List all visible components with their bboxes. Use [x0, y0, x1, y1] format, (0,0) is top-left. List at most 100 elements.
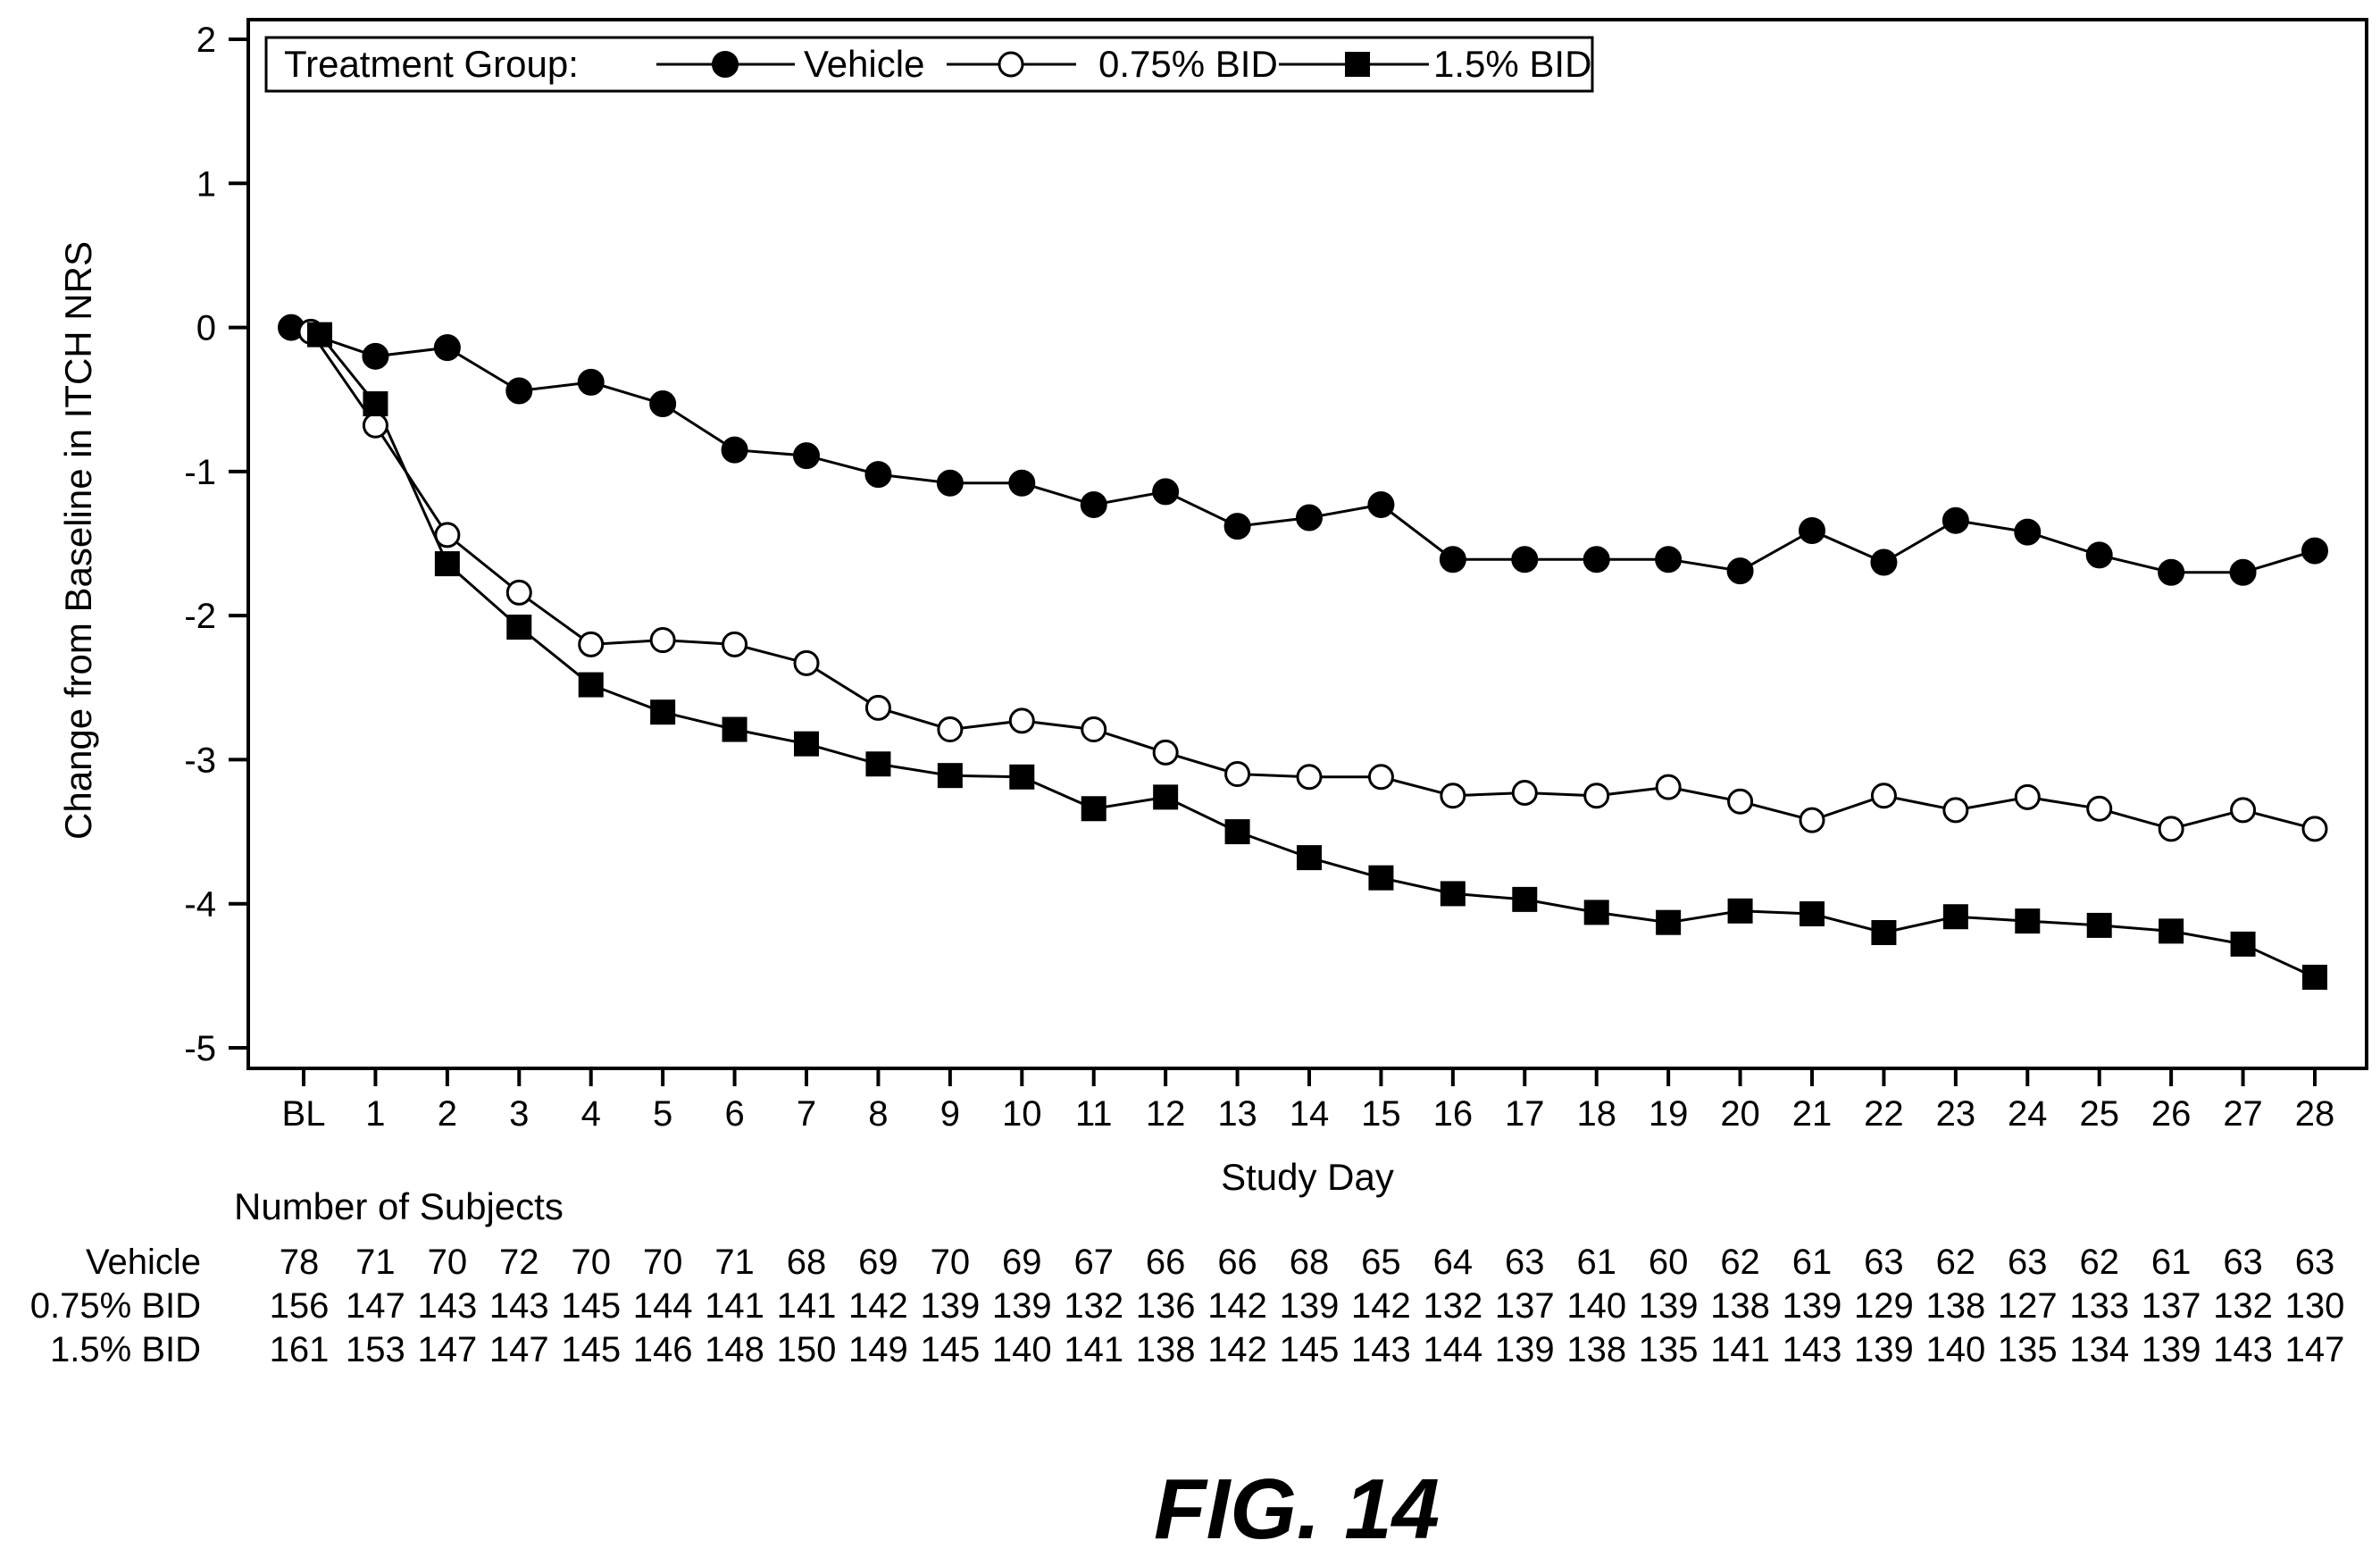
table-cell: 139 [1854, 1330, 1914, 1369]
legend-marker [712, 51, 739, 78]
data-point [649, 390, 677, 418]
x-tick-label: 2 [438, 1094, 457, 1134]
table-cell: 132 [1423, 1286, 1482, 1326]
data-point [307, 322, 332, 347]
data-point [433, 334, 461, 362]
data-point [1582, 546, 1610, 573]
table-cell: 69 [1002, 1243, 1042, 1282]
data-point [1511, 780, 1538, 807]
table-cell: 63 [2295, 1243, 2335, 1282]
data-point [2230, 931, 2256, 957]
data-point [1224, 819, 1250, 845]
table-cell: 141 [705, 1286, 764, 1326]
x-tick-label: BL [282, 1094, 326, 1134]
x-axis: BL 1 2 3 4 5 6 7 8 9 10 11 12 13 14 15 16 17 18 19 20 21 22 23 2… [282, 1068, 2335, 1134]
data-point [1655, 774, 1682, 800]
data-point [2014, 518, 2042, 546]
subjects-table: Vehicle 78 71 70 72 70 70 71 68 69 70 69 67 66 66 68 65 6… [30, 1243, 2345, 1369]
data-point [1511, 546, 1539, 573]
table-cell: 148 [705, 1330, 764, 1369]
data-point [1008, 707, 1035, 734]
table-cell: 69 [858, 1243, 898, 1282]
data-point [1942, 506, 1969, 534]
data-point [1080, 490, 1107, 518]
x-tick-label: 15 [1361, 1094, 1401, 1134]
data-point [1871, 919, 1897, 945]
table-cell: 143 [489, 1286, 549, 1326]
series-markers [278, 314, 2328, 990]
data-point [1009, 764, 1035, 790]
x-tick-label: 22 [1864, 1094, 1904, 1134]
table-cell: 138 [1710, 1286, 1770, 1326]
table-cell: 137 [2142, 1286, 2201, 1326]
x-tick-label: 26 [2151, 1094, 2192, 1134]
data-point [721, 436, 748, 464]
table-cell: 72 [499, 1243, 539, 1282]
table-cell: 147 [2285, 1330, 2345, 1369]
x-tick-label: 1 [365, 1094, 385, 1134]
data-point [434, 551, 460, 577]
table-cell: 66 [1146, 1243, 1186, 1282]
y-tick-label: 0 [196, 309, 216, 348]
table-cell: 67 [1073, 1243, 1114, 1282]
data-point [722, 716, 747, 742]
data-point [1296, 764, 1323, 791]
data-point [505, 377, 533, 405]
table-cell: 140 [992, 1330, 1052, 1369]
table-cell: 139 [1783, 1286, 1842, 1326]
data-point [1942, 904, 1968, 930]
data-point [1297, 845, 1322, 871]
table-cell: 141 [1710, 1330, 1770, 1369]
table-cell: 61 [1576, 1243, 1616, 1282]
table-cell: 139 [1639, 1286, 1699, 1326]
table-cell: 62 [2079, 1243, 2119, 1282]
table-cell: 147 [346, 1286, 405, 1326]
data-point [936, 469, 964, 497]
data-point [2301, 816, 2328, 842]
data-point [363, 391, 388, 417]
data-point [505, 579, 532, 606]
table-cell: 156 [270, 1286, 330, 1326]
table-cell: 136 [1136, 1286, 1196, 1326]
table-cell: 149 [848, 1330, 908, 1369]
table-cell: 161 [270, 1330, 330, 1369]
data-point [649, 627, 676, 654]
data-point [2085, 541, 2113, 569]
data-point [1942, 797, 1969, 824]
data-point [1153, 784, 1179, 810]
legend-title: Treatment Group: [284, 43, 579, 85]
data-point [865, 751, 891, 777]
data-point [1439, 546, 1466, 573]
data-point [2086, 795, 2113, 822]
table-cell: 147 [417, 1330, 477, 1369]
legend-marker [998, 51, 1024, 78]
data-point [1800, 901, 1825, 927]
x-tick-label: 8 [868, 1094, 888, 1134]
y-axis-label: Change from Baseline in ITCH NRS [57, 241, 99, 840]
table-cell: 145 [561, 1286, 621, 1326]
data-point [1367, 764, 1394, 791]
legend-entry-label: 0.75% BID [1098, 43, 1278, 85]
data-point [1727, 898, 1753, 924]
table-row-label: 1.5% BID [50, 1330, 201, 1369]
data-point [2302, 964, 2327, 990]
data-point [2230, 797, 2257, 824]
x-tick-label: 28 [2295, 1094, 2335, 1134]
data-point [722, 631, 748, 657]
x-tick-label: 6 [724, 1094, 744, 1134]
x-tick-label: 21 [1792, 1094, 1833, 1134]
table-cell: 130 [2285, 1286, 2345, 1326]
table-cell: 61 [1792, 1243, 1833, 1282]
legend-marker [1345, 52, 1370, 77]
table-cell: 142 [1207, 1286, 1267, 1326]
x-tick-label: 7 [797, 1094, 816, 1134]
legend-entry-label: 1.5% BID [1433, 43, 1591, 85]
x-tick-label: 16 [1433, 1094, 1474, 1134]
table-cell: 63 [2008, 1243, 2048, 1282]
table-cell: 143 [417, 1286, 477, 1326]
y-tick-label: 1 [196, 164, 216, 204]
table-cell: 139 [1280, 1286, 1340, 1326]
table-cell: 142 [1351, 1286, 1411, 1326]
table-cell: 145 [920, 1330, 980, 1369]
